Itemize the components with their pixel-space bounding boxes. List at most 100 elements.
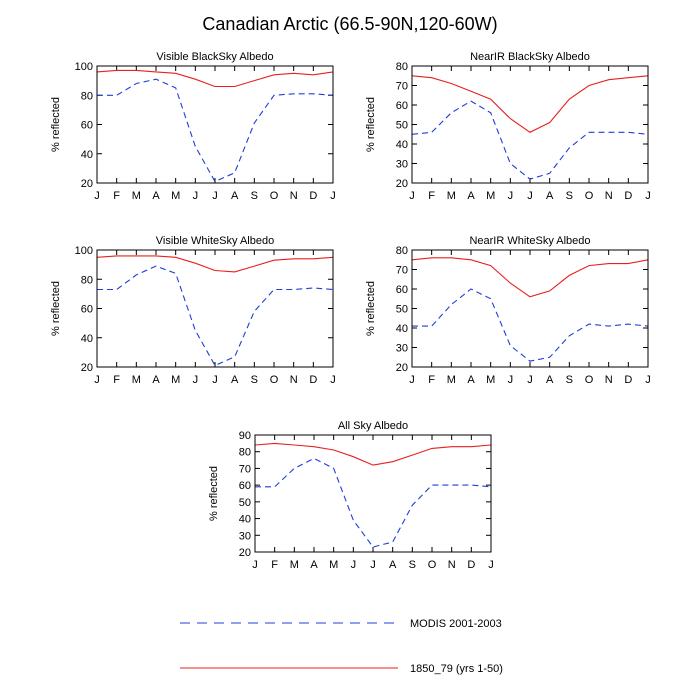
y-axis-label: % reflected	[365, 97, 377, 152]
series-line-model	[411, 257, 649, 298]
y-tick-label: 20	[81, 362, 93, 374]
y-tick-label: 50	[239, 497, 251, 509]
x-tick-label: A	[467, 190, 475, 202]
y-tick-label: 30	[239, 530, 251, 542]
series-line-modis	[411, 100, 649, 180]
y-tick-label: 20	[81, 178, 93, 190]
x-tick-label: A	[546, 374, 554, 386]
y-tick-label: 60	[81, 120, 93, 132]
x-tick-label: O	[585, 190, 594, 202]
y-tick-label: 90	[239, 430, 251, 442]
x-tick-label: M	[486, 374, 495, 386]
y-tick-label: 60	[81, 304, 93, 316]
x-tick-label: A	[467, 374, 475, 386]
panel-4: NearIR WhiteSky Albedo % reflected 20 30 40 5…	[365, 235, 651, 386]
x-tick-label: D	[309, 374, 317, 386]
y-tick-label: 100	[75, 245, 93, 257]
x-tick-label: J	[409, 374, 415, 386]
panel-5: All Sky Albedo % reflected 20 30 40 50 60 70 80 9…	[208, 420, 494, 571]
y-tick-label: 30	[396, 343, 408, 355]
panel-2: NearIR BlackSky Albedo % reflected 20 30 40 5…	[365, 51, 651, 202]
x-tick-label: N	[605, 374, 613, 386]
x-tick-label: N	[290, 190, 298, 202]
x-tick-label: A	[231, 190, 239, 202]
y-tick-label: 70	[396, 81, 408, 93]
y-tick-label: 70	[239, 463, 251, 475]
series-line-modis	[97, 265, 334, 367]
panel-title: NearIR WhiteSky Albedo	[469, 235, 590, 247]
x-tick-label: J	[527, 190, 533, 202]
x-tick-label: M	[132, 190, 141, 202]
x-tick-label: S	[251, 374, 258, 386]
y-tick-label: 80	[239, 447, 251, 459]
x-tick-label: J	[370, 559, 376, 571]
plot-frame	[96, 65, 334, 184]
legend: MODIS 2001-2003 1850_79 (yrs 1-50)	[180, 618, 503, 675]
plot-frame	[254, 434, 492, 553]
x-tick-label: J	[645, 190, 651, 202]
x-tick-label: M	[447, 190, 456, 202]
y-tick-label: 60	[239, 480, 251, 492]
x-tick-label: M	[447, 374, 456, 386]
x-tick-label: F	[113, 190, 120, 202]
x-tick-label: A	[231, 374, 239, 386]
x-tick-label: M	[486, 190, 495, 202]
panel-title: All Sky Albedo	[338, 420, 408, 432]
x-tick-label: A	[152, 374, 160, 386]
x-tick-label: M	[171, 374, 180, 386]
x-tick-label: A	[310, 559, 318, 571]
plot-frame	[411, 65, 649, 184]
y-tick-label: 50	[396, 120, 408, 132]
y-tick-label: 80	[396, 61, 408, 73]
y-axis-label: % reflected	[365, 281, 377, 336]
x-tick-label: S	[566, 190, 573, 202]
y-tick-label: 20	[396, 362, 408, 374]
x-tick-label: S	[409, 559, 416, 571]
plot-frame	[96, 249, 334, 368]
y-tick-label: 60	[396, 100, 408, 112]
x-tick-label: J	[330, 374, 336, 386]
y-tick-label: 40	[81, 149, 93, 161]
legend-model-label: 1850_79 (yrs 1-50)	[410, 663, 503, 675]
x-tick-label: M	[132, 374, 141, 386]
x-tick-label: J	[488, 559, 494, 571]
panel-1: Visible BlackSky Albedo % reflected 20 40 60…	[50, 51, 336, 202]
x-tick-label: A	[152, 190, 160, 202]
y-tick-label: 80	[396, 245, 408, 257]
x-tick-label: S	[251, 190, 258, 202]
x-tick-label: D	[624, 190, 632, 202]
x-tick-label: J	[212, 190, 218, 202]
x-tick-label: D	[467, 559, 475, 571]
y-axis-label: % reflected	[50, 97, 62, 152]
x-tick-label: D	[624, 374, 632, 386]
x-tick-label: J	[193, 190, 199, 202]
x-tick-label: J	[212, 374, 218, 386]
panel-title: NearIR BlackSky Albedo	[470, 51, 590, 63]
x-tick-label: O	[270, 374, 279, 386]
y-tick-label: 80	[81, 90, 93, 102]
x-tick-label: N	[605, 190, 613, 202]
y-axis-label: % reflected	[208, 466, 220, 521]
y-axis-label: % reflected	[50, 281, 62, 336]
plot-frame	[411, 249, 649, 368]
y-tick-label: 40	[81, 333, 93, 345]
x-tick-label: M	[329, 559, 338, 571]
y-tick-label: 40	[396, 139, 408, 151]
series-line-model	[96, 69, 334, 88]
x-tick-label: D	[309, 190, 317, 202]
legend-modis-label: MODIS 2001-2003	[410, 618, 502, 630]
series-line-modis	[412, 288, 649, 362]
x-tick-label: O	[270, 190, 279, 202]
x-tick-label: N	[290, 374, 298, 386]
x-tick-label: F	[271, 559, 278, 571]
x-tick-label: F	[428, 374, 435, 386]
series-line-model	[254, 442, 492, 466]
x-tick-label: J	[94, 374, 100, 386]
series-line-model	[411, 75, 649, 133]
x-tick-label: J	[351, 559, 357, 571]
y-tick-label: 20	[396, 178, 408, 190]
x-tick-label: M	[171, 190, 180, 202]
y-tick-label: 80	[81, 274, 93, 286]
x-tick-label: J	[252, 559, 258, 571]
